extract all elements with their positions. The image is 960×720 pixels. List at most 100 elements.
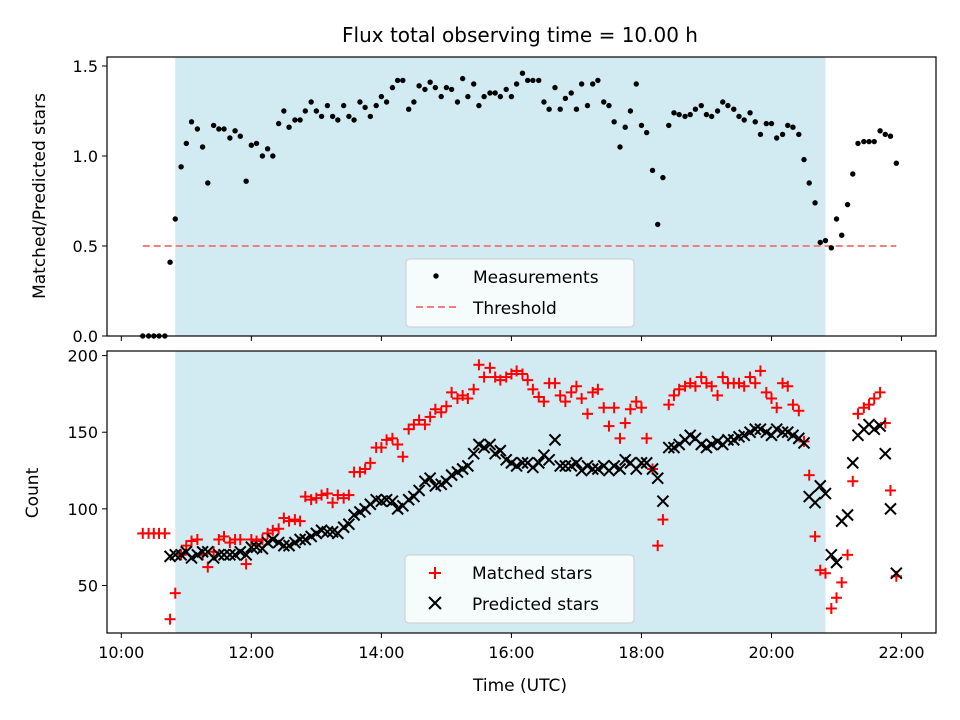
measurement-point xyxy=(302,108,309,114)
matched-star-point xyxy=(435,406,447,418)
matched-star-point xyxy=(440,400,452,412)
measurement-point xyxy=(720,99,726,105)
matched-star-point xyxy=(522,374,534,386)
predicted-star-point xyxy=(830,556,843,569)
matched-star-point xyxy=(186,535,198,547)
measurement-point xyxy=(617,144,623,150)
predicted-star-point xyxy=(412,484,426,497)
measurement-point xyxy=(492,90,498,96)
measurement-point xyxy=(822,237,829,244)
predicted-star-point xyxy=(873,419,887,433)
predicted-star-point xyxy=(613,462,627,476)
matched-star-point xyxy=(576,393,588,405)
measurement-point xyxy=(476,102,482,109)
matched-star-point xyxy=(842,549,854,561)
measurement-point xyxy=(779,131,786,138)
measurement-point xyxy=(584,102,591,109)
matched-star-point xyxy=(673,383,685,395)
measurement-point xyxy=(731,106,737,112)
predicted-star-point xyxy=(868,422,881,436)
matched-star-point xyxy=(359,463,371,475)
measurement-point xyxy=(552,84,558,91)
x-axis-label: Time (UTC) xyxy=(472,676,567,696)
bottom-y-tick-label: 100 xyxy=(67,500,98,519)
bottom-y-tick-label: 50 xyxy=(78,576,98,595)
measurement-point xyxy=(606,102,612,109)
measurement-point xyxy=(400,77,406,84)
x-tick-label: 22:00 xyxy=(878,643,924,662)
measurement-point xyxy=(530,77,536,84)
matched-star-point xyxy=(294,515,306,527)
matched-star-point xyxy=(283,515,295,527)
predicted-star-point xyxy=(879,447,892,460)
measurement-point xyxy=(682,113,688,120)
matched-star-point xyxy=(847,475,859,487)
measurement-point xyxy=(286,124,292,130)
matched-star-point xyxy=(868,393,880,405)
predicted-star-point xyxy=(662,441,675,454)
top-panel: 0.0 0.5 1.0 1.5 Flux total observing time =… xyxy=(30,23,937,346)
predicted-star-point xyxy=(386,494,399,508)
measurement-point xyxy=(747,110,753,116)
measurement-point xyxy=(351,117,357,123)
measurement-point xyxy=(611,119,617,125)
measurement-point xyxy=(887,133,894,139)
measurement-point xyxy=(172,216,178,222)
matched-star-point xyxy=(668,389,680,401)
predicted-star-point xyxy=(570,456,583,470)
predicted-star-point xyxy=(293,533,307,546)
matched-star-point xyxy=(570,380,582,392)
matched-star-point xyxy=(771,402,783,414)
measurement-point xyxy=(427,79,433,85)
measurement-point xyxy=(264,146,271,152)
measurement-point xyxy=(839,232,845,238)
measurement-point xyxy=(259,153,266,159)
measurement-point xyxy=(655,221,661,228)
measurement-points xyxy=(140,70,900,339)
matched-star-point xyxy=(462,393,474,405)
legend-predicted-marker xyxy=(428,596,442,610)
measurement-point xyxy=(199,144,206,150)
predicted-star-point xyxy=(266,533,280,546)
measurement-point xyxy=(313,108,320,114)
matched-star-point xyxy=(787,399,799,411)
matched-star-point xyxy=(884,484,896,496)
matched-star-point xyxy=(630,396,642,408)
matched-star-point xyxy=(782,380,794,392)
measurement-point xyxy=(708,113,715,120)
matched-star-point xyxy=(267,524,279,536)
matched-star-point xyxy=(754,365,766,377)
measurement-point xyxy=(573,106,580,112)
top-y-tick-label: 0.0 xyxy=(73,327,98,346)
measurement-point xyxy=(643,129,650,136)
predicted-star-point xyxy=(445,468,458,482)
predicted-star-point xyxy=(282,539,296,552)
matched-star-point xyxy=(218,530,230,542)
predicted-star-point xyxy=(705,438,718,451)
measurement-point xyxy=(601,99,607,105)
matched-star-point xyxy=(397,451,409,463)
predicted-star-point xyxy=(510,459,523,473)
matched-star-point xyxy=(608,402,620,414)
measurement-point xyxy=(676,111,682,118)
measurement-point xyxy=(536,77,542,84)
bottom-legend: Matched stars Predicted stars xyxy=(404,554,635,624)
measurement-point xyxy=(329,113,336,120)
x-tick-label: 12:00 xyxy=(228,643,274,662)
predicted-star-point xyxy=(721,433,735,447)
matched-star-point xyxy=(863,399,875,411)
measurement-point xyxy=(508,93,515,100)
measurement-point xyxy=(546,106,552,112)
measurement-point xyxy=(595,77,601,84)
matched-star-point xyxy=(549,377,561,389)
predicted-star-point xyxy=(786,429,800,442)
top-y-tick-label: 1.5 xyxy=(73,57,98,76)
predicted-star-point xyxy=(347,508,361,522)
measurement-point xyxy=(340,102,347,109)
predicted-star-point xyxy=(591,462,605,476)
measurement-point xyxy=(411,99,417,105)
matched-star-point xyxy=(717,371,729,383)
predicted-star-point xyxy=(797,436,811,450)
top-legend-box xyxy=(405,258,635,328)
matched-star-point xyxy=(424,411,436,423)
